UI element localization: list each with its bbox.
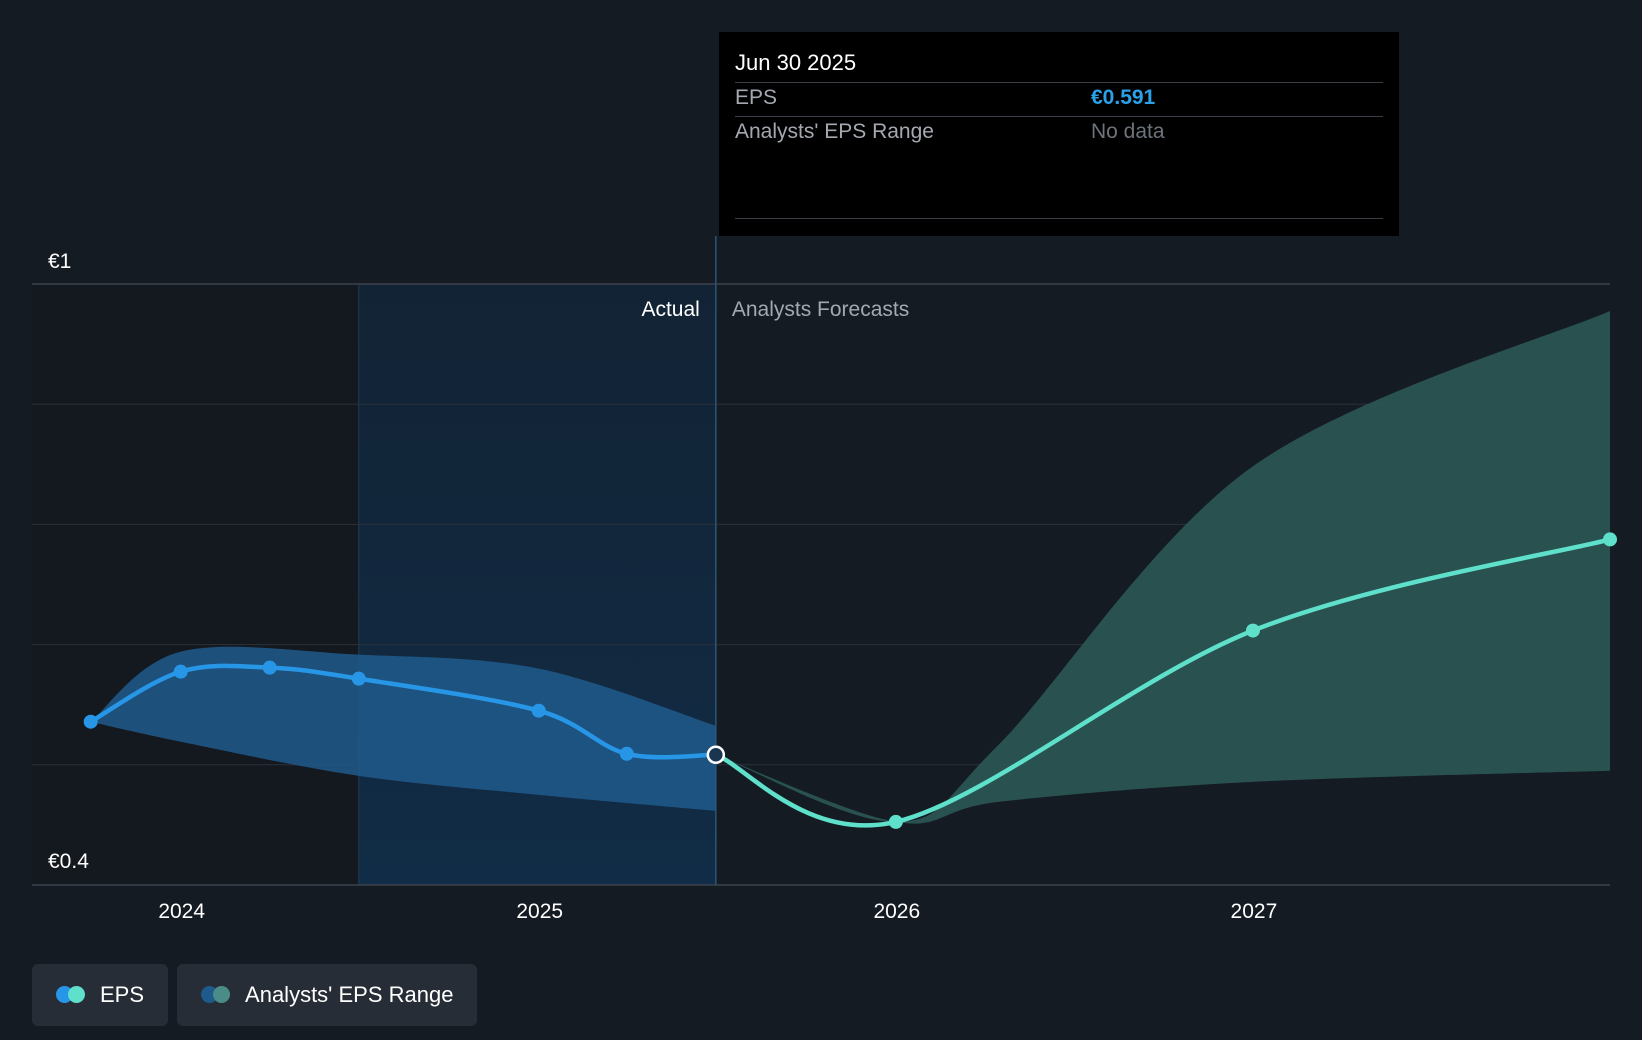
eps-point	[173, 664, 188, 679]
eps-forecast-point	[1603, 532, 1617, 547]
chart-tooltip: Jun 30 2025 EPS €0.591 Analysts' EPS Ran…	[719, 32, 1399, 236]
eps-point	[619, 746, 634, 761]
forecast-region-label: Analysts Forecasts	[732, 298, 909, 321]
legend-eps-label: EPS	[100, 982, 145, 1007]
eps-point	[531, 703, 546, 718]
x-tick-label: 2025	[516, 900, 563, 923]
range-legend-icon	[201, 986, 231, 1004]
eps-forecast-point	[888, 814, 903, 829]
y-tick-label: €1	[48, 250, 71, 273]
chart-legend: EPS Analysts' EPS Range	[32, 964, 478, 1026]
eps-range-band-forecast	[715, 311, 1610, 824]
eps-point	[83, 714, 98, 729]
eps-forecast-point	[1245, 623, 1260, 638]
x-tick-label: 2024	[158, 900, 205, 923]
actual-region-label: Actual	[641, 298, 699, 321]
tooltip-range-value: No data	[1091, 120, 1165, 143]
eps-line-forecast	[713, 537, 1613, 828]
tooltip-range-label: Analysts' EPS Range	[735, 120, 934, 143]
tooltip-date: Jun 30 2025	[735, 50, 857, 75]
legend-eps-button[interactable]: EPS	[32, 964, 169, 1026]
legend-range-label: Analysts' EPS Range	[245, 982, 454, 1007]
eps-point	[351, 671, 366, 686]
tooltip-divider	[735, 82, 1383, 83]
x-tick-label: 2027	[1231, 900, 1278, 923]
tooltip-eps-label: EPS	[735, 86, 778, 109]
tooltip-divider	[735, 116, 1383, 117]
eps-point-selected	[706, 745, 726, 765]
eps-legend-icon	[56, 986, 86, 1004]
eps-range-band-actual	[90, 646, 716, 811]
tooltip-eps-value: €0.591	[1091, 86, 1156, 109]
x-tick-label: 2026	[873, 900, 920, 923]
legend-range-button[interactable]: Analysts' EPS Range	[177, 964, 478, 1026]
y-tick-label: €0.4	[48, 850, 89, 873]
eps-point	[262, 660, 277, 675]
tooltip-divider	[735, 218, 1383, 219]
